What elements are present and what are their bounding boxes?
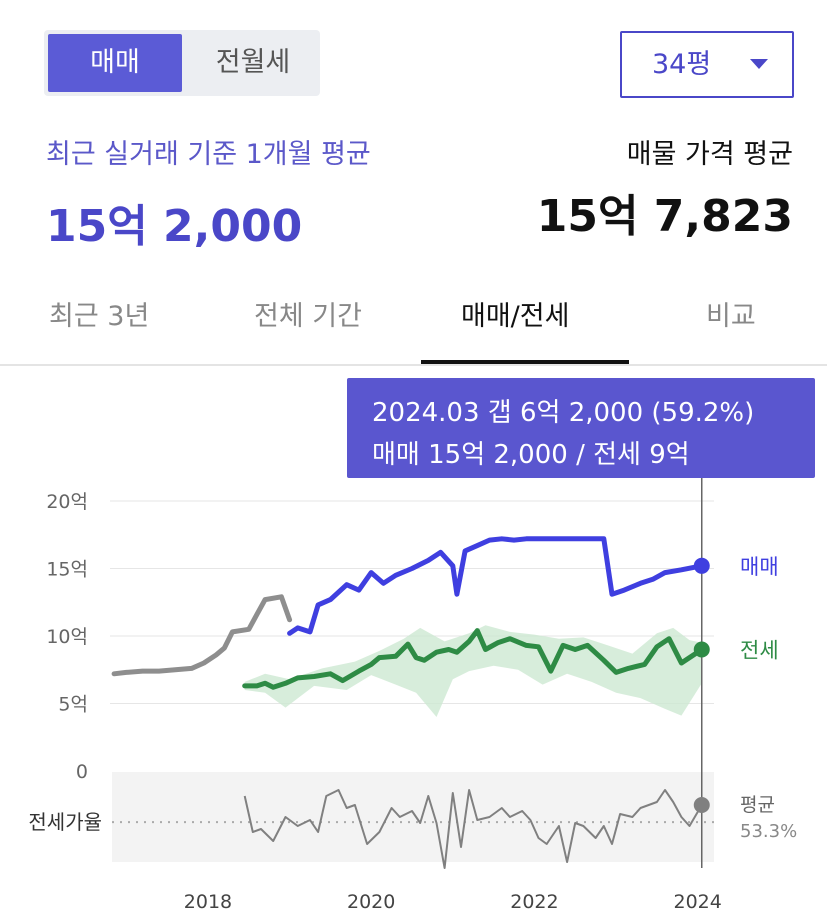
jeonse-series-label: 전세 (740, 639, 779, 663)
tooltip-price-line: 매매 15억 2,000 / 전세 9억 (372, 440, 690, 470)
y-tick-label: 20억 (46, 491, 88, 513)
tab-recent-3y[interactable]: 최근 3년 (49, 301, 150, 332)
recent-average-label: 최근 실거래 기준 1개월 평균 (46, 139, 371, 170)
x-tick-label: 2022 (510, 891, 558, 913)
ratio-series-line (243, 789, 703, 869)
ratio-panel-background (112, 772, 714, 862)
tab-sale-jeonse[interactable]: 매매/전세 (461, 301, 570, 332)
y-tick-label: 10억 (46, 626, 88, 648)
sale-series-label: 매매 (740, 555, 779, 579)
jeonse-end-marker (693, 641, 710, 658)
tab-all-period[interactable]: 전체 기간 (254, 301, 362, 332)
x-tick-label: 2020 (347, 891, 395, 913)
sale-past-series-line (111, 594, 293, 677)
deal-type-toggle: 매매 전월세 (44, 30, 320, 96)
listing-average-value: 15억 7,823 (536, 191, 793, 242)
listing-average-label: 매물 가격 평균 (626, 139, 793, 170)
y-tick-label: 5억 (58, 694, 88, 716)
x-tick-label: 2018 (184, 891, 232, 913)
ratio-average-label: 평균 (740, 794, 775, 816)
ratio-average-value: 53.3% (740, 821, 797, 842)
ratio-end-marker (693, 797, 710, 813)
chevron-down-icon (750, 59, 768, 69)
sale-toggle-button[interactable]: 매매 (48, 34, 182, 92)
area-select[interactable]: 34평 (620, 31, 794, 98)
sale-series-line (287, 536, 705, 636)
jeonse-series-line (242, 628, 705, 690)
period-tabs: 최근 3년 전체 기간 매매/전세 비교 (0, 280, 827, 366)
rent-toggle-button[interactable]: 전월세 (215, 47, 291, 78)
recent-average-value: 15억 2,000 (46, 201, 303, 252)
tab-compare[interactable]: 비교 (706, 301, 756, 332)
y-tick-label: 15억 (46, 559, 88, 581)
active-tab-indicator (421, 360, 629, 364)
area-select-value: 34평 (652, 49, 712, 80)
y-tick-label: 0 (76, 761, 88, 783)
x-tick-label: 2024 (673, 891, 721, 913)
tooltip-gap-line: 2024.03 갭 6억 2,000 (59.2%) (372, 398, 755, 428)
chart-tooltip: 2024.03 갭 6억 2,000 (59.2%) 매매 15억 2,000 … (347, 378, 815, 478)
ratio-panel-label: 전세가율 (28, 810, 102, 834)
sale-end-marker (693, 557, 710, 574)
